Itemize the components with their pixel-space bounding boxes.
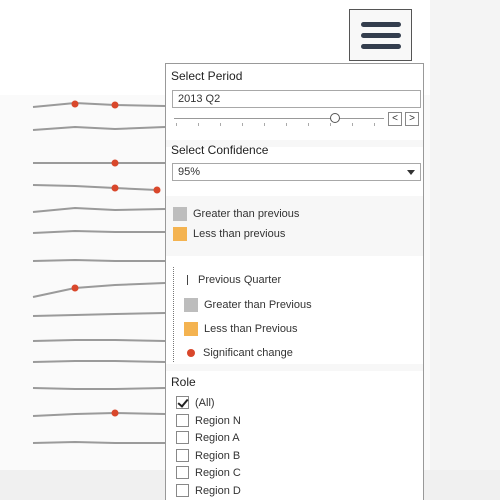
color-legend-band: [166, 196, 423, 256]
role-title: Role: [171, 375, 196, 389]
legend-significant: Significant change: [183, 347, 293, 359]
hamburger-menu-button[interactable]: [349, 9, 412, 61]
sparkline: [32, 101, 166, 108]
orange-swatch-icon: [184, 322, 198, 336]
sparkline: [32, 339, 166, 342]
legend-less: Less than previous: [173, 227, 285, 241]
period-next-button[interactable]: >: [405, 112, 419, 126]
significant-label: Significant change: [203, 347, 293, 359]
slider-tick: [220, 123, 221, 126]
slider-tick: [308, 123, 309, 126]
role-option-region-a[interactable]: Region A: [176, 431, 240, 444]
significant-dot: [71, 284, 79, 292]
period-slider-track[interactable]: [174, 118, 384, 119]
orange-swatch-icon: [173, 227, 187, 241]
role-option-region-n[interactable]: Region N: [176, 414, 241, 427]
checkbox-icon[interactable]: [176, 431, 189, 444]
confidence-value: 95%: [178, 166, 201, 178]
period-prev-button[interactable]: <: [388, 112, 402, 126]
grey-swatch-icon: [184, 298, 198, 312]
checkbox-icon[interactable]: [176, 484, 189, 497]
legend-less-previous: Less than Previous: [184, 322, 298, 336]
slider-tick: [286, 123, 287, 126]
filter-panel: Select Period 2013 Q2 < > Select Confide…: [165, 63, 424, 500]
slider-tick: [374, 123, 375, 126]
role-option-label: Region N: [195, 414, 241, 427]
select-confidence-title: Select Confidence: [171, 143, 269, 157]
section-divider: [166, 140, 423, 147]
slider-tick: [264, 123, 265, 126]
slider-tick: [352, 123, 353, 126]
significant-dot: [111, 159, 119, 167]
role-option-label: (All): [195, 396, 215, 409]
grey-swatch-icon: [173, 207, 187, 221]
significant-dot: [153, 186, 161, 194]
greater-previous-label: Greater than Previous: [204, 299, 312, 311]
hamburger-menu-icon: [360, 43, 401, 49]
sparkline: [32, 258, 165, 262]
sparkline: [32, 125, 166, 131]
hamburger-menu-icon: [360, 32, 401, 38]
previous-quarter-mark-icon: [187, 275, 188, 285]
role-option-label: Region D: [195, 484, 241, 497]
legend-greater: Greater than previous: [173, 207, 299, 221]
legend-previous-quarter: Previous Quarter: [181, 274, 281, 286]
legend-less-label: Less than previous: [193, 228, 286, 240]
slider-tick: [198, 123, 199, 126]
sparkline: [32, 360, 166, 363]
role-option-label: Region A: [195, 431, 240, 444]
significant-dot: [111, 409, 119, 417]
legend-greater-previous: Greater than Previous: [184, 298, 312, 312]
significant-dot: [111, 184, 119, 192]
sparkline-grid: [32, 100, 401, 444]
significant-dot-icon: [187, 349, 195, 357]
legend-divider: [173, 267, 174, 362]
checkbox-icon[interactable]: [176, 449, 189, 462]
sparkline: [32, 229, 165, 234]
previous-quarter-label: Previous Quarter: [198, 274, 282, 286]
significant-dot: [111, 101, 119, 109]
select-period-title: Select Period: [171, 69, 243, 83]
confidence-dropdown[interactable]: 95%: [172, 163, 421, 181]
role-option-label: Region C: [195, 466, 241, 479]
role-option-region-c[interactable]: Region C: [176, 466, 241, 479]
checkbox-icon[interactable]: [176, 414, 189, 427]
section-divider: [166, 364, 423, 371]
slider-tick: [176, 123, 177, 126]
sparkline: [32, 411, 166, 417]
slider-tick: [242, 123, 243, 126]
chevron-down-icon: [407, 170, 415, 175]
legend-greater-label: Greater than previous: [193, 208, 300, 220]
role-option-region-d[interactable]: Region D: [176, 484, 241, 497]
sparkline: [32, 387, 166, 390]
sparkline: [32, 184, 158, 191]
hamburger-menu-icon: [360, 21, 401, 27]
checkbox-icon[interactable]: [176, 466, 189, 479]
slider-tick: [330, 123, 331, 126]
sparkline: [32, 312, 166, 317]
significant-dot: [71, 100, 79, 108]
period-slider-thumb[interactable]: [330, 113, 340, 123]
less-previous-label: Less than Previous: [204, 323, 298, 335]
role-option-label: Region B: [195, 449, 241, 462]
role-option-region-b[interactable]: Region B: [176, 449, 240, 462]
checkbox-checked-icon[interactable]: [176, 396, 189, 409]
period-input[interactable]: 2013 Q2: [172, 90, 421, 108]
sparkline: [32, 440, 165, 444]
sparkline: [32, 206, 166, 213]
role-option-all[interactable]: (All): [176, 396, 215, 409]
sparkline: [32, 282, 166, 298]
